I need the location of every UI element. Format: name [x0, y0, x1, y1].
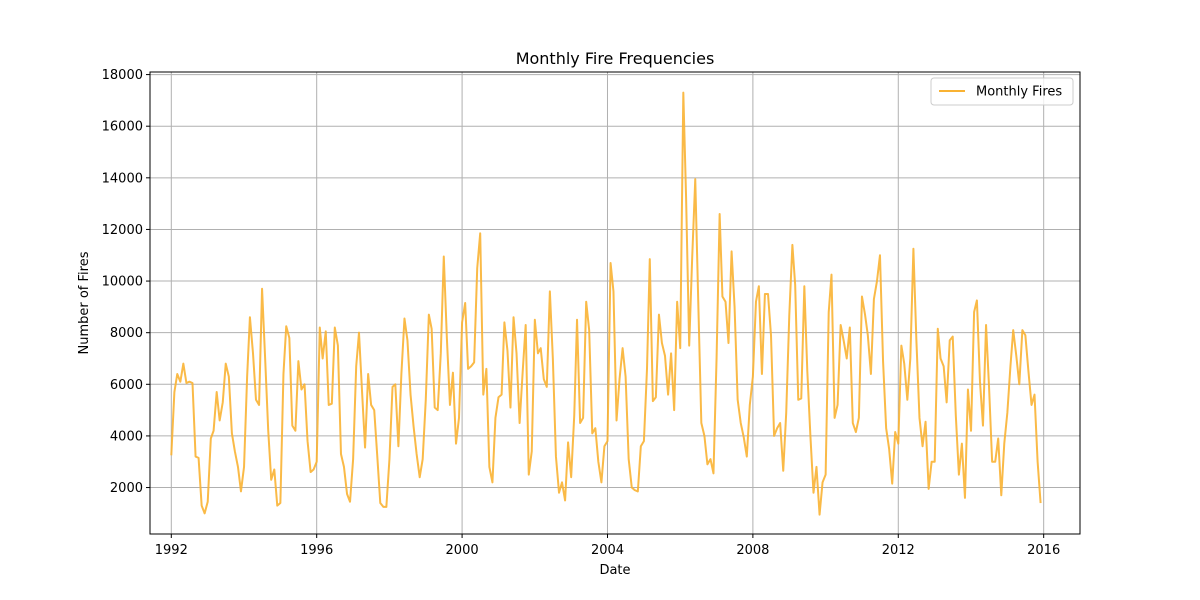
x-tick-label: 1996 [300, 543, 333, 558]
x-tick-label: 2012 [882, 543, 915, 558]
x-tick-label: 2008 [736, 543, 769, 558]
legend-box [930, 77, 1074, 106]
legend: Monthly Fires [930, 77, 1074, 106]
y-tick-label: 16000 [102, 120, 143, 135]
y-tick-label: 18000 [102, 68, 143, 83]
y-tick-label: 2000 [110, 481, 143, 496]
x-gridlines [170, 72, 1045, 534]
y-tick-label: 12000 [102, 223, 143, 238]
plot-frame [149, 71, 1081, 535]
x-tick-label: 2004 [591, 543, 624, 558]
x-tick-label: 2000 [446, 543, 479, 558]
x-axis-title: Date [599, 563, 630, 578]
legend-label: Monthly Fires [976, 85, 1062, 100]
y-tick-label: 4000 [110, 429, 143, 444]
y-tick-label: 14000 [102, 171, 143, 186]
y-axis-title: Number of Fires [77, 251, 92, 354]
series-line-monthly-fires [170, 91, 1042, 516]
x-tick-label: 2016 [1027, 543, 1060, 558]
x-axis: 1992 1996 2000 2004 2008 2012 2016 [155, 534, 1060, 558]
chart-title: Monthly Fire Frequencies [516, 49, 715, 68]
y-tick-label: 8000 [110, 326, 143, 341]
x-tick-label: 1992 [155, 543, 188, 558]
y-tick-label: 6000 [110, 378, 143, 393]
y-tick-label: 10000 [102, 275, 143, 290]
y-axis: 2000 4000 6000 8000 10000 12000 14000 16000 1800… [102, 68, 150, 496]
series-layer [170, 91, 1042, 516]
